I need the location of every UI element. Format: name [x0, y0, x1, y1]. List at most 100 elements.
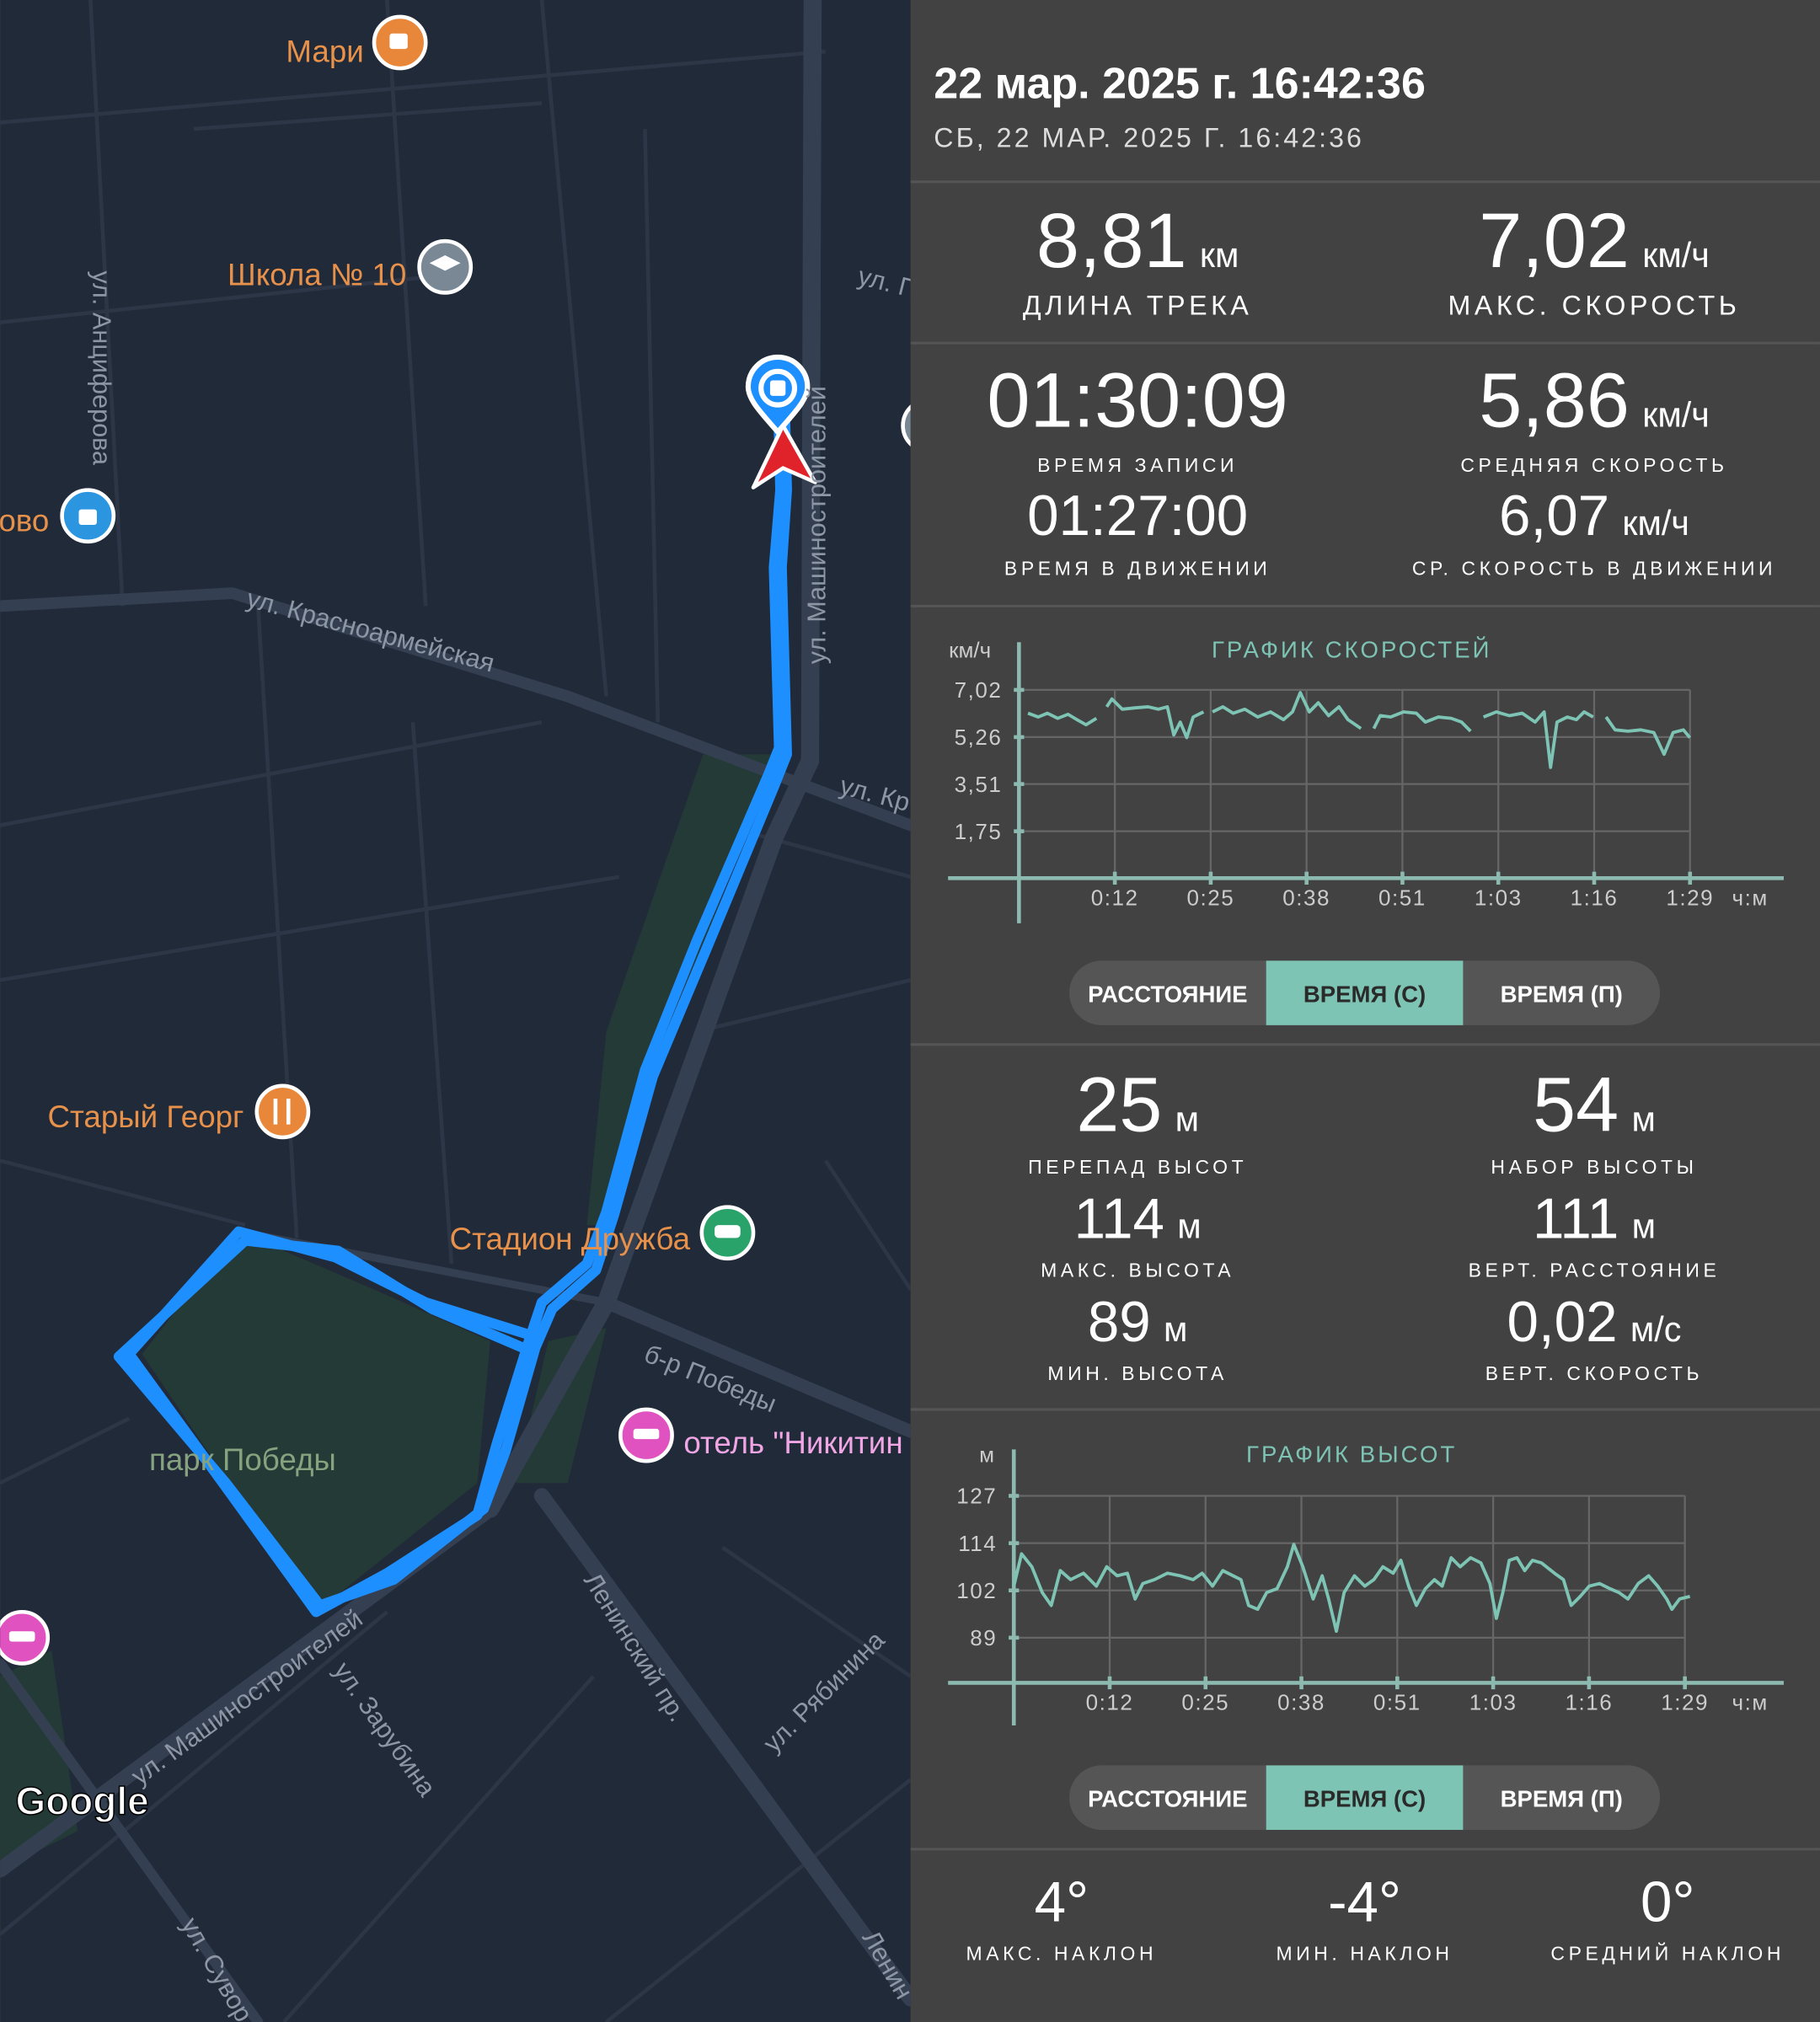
toggle-option[interactable]: ВРЕМЯ (П): [1501, 1785, 1623, 1811]
x-tick-label: 1:03: [1469, 1690, 1518, 1715]
stat-value: 54 м: [1533, 1062, 1656, 1147]
y-tick-label: 1,75: [955, 819, 1003, 844]
unit: м: [1632, 1099, 1656, 1138]
stat-value: 0°: [1641, 1871, 1694, 1934]
y-tick-label: 3,51: [955, 772, 1003, 797]
park: [142, 1231, 490, 1613]
place-label: Старый Георг: [47, 1099, 244, 1134]
value: 89: [1088, 1291, 1151, 1354]
value: 25: [1076, 1062, 1162, 1147]
header-subtitle: СБ, 22 МАР. 2025 Г. 16:42:36: [934, 122, 1364, 152]
x-tick-label: 0:51: [1378, 885, 1427, 910]
attribution: Google: [16, 1779, 149, 1823]
place-label: отель "Никитин: [683, 1426, 902, 1460]
stat-value: 89 м: [1088, 1291, 1188, 1354]
value: 5,86: [1479, 358, 1630, 444]
stat-label: МАКС. ВЫСОТА: [1041, 1259, 1234, 1281]
unit: м: [1177, 1206, 1201, 1245]
x-tick-label: 0:25: [1181, 1690, 1229, 1715]
toggle-option[interactable]: РАССТОЯНИЕ: [1088, 981, 1247, 1007]
place-label: Школа № 10: [228, 257, 406, 292]
value: 6,07: [1499, 484, 1609, 548]
x-tick-label: 1:16: [1565, 1690, 1613, 1715]
toggle-option[interactable]: ВРЕМЯ (П): [1501, 981, 1623, 1007]
stat-value: 6,07 км/ч: [1499, 484, 1689, 548]
value: 114: [1074, 1187, 1164, 1250]
park: [0, 1650, 78, 1870]
x-tick-label: 0:38: [1277, 1690, 1325, 1715]
unit: км/ч: [1622, 504, 1689, 543]
x-tick-label: 1:29: [1666, 885, 1714, 910]
value: 8,81: [1036, 198, 1187, 284]
x-tick-label: 0:12: [1086, 1690, 1134, 1715]
x-tick-label: 0:38: [1282, 885, 1330, 910]
stat-value: 0,02 м/с: [1507, 1291, 1682, 1354]
stat-value: 111 м: [1533, 1187, 1656, 1250]
value: 0,02: [1507, 1291, 1618, 1354]
value: 7,02: [1479, 198, 1630, 284]
street-label: ул. Анциферова: [87, 270, 115, 466]
unit: м: [1164, 1310, 1187, 1349]
y-tick-label: 127: [956, 1484, 997, 1509]
stat-label: МИН. НАКЛОН: [1276, 1943, 1453, 1965]
x-tick-label: 0:51: [1373, 1690, 1421, 1715]
value: 111: [1533, 1187, 1619, 1250]
place-label: ово: [0, 504, 49, 538]
toggle-active: [1266, 960, 1464, 1025]
stat-value: 01:27:00: [1027, 484, 1248, 548]
stat-label: СРЕДНЯЯ СКОРОСТЬ: [1460, 454, 1727, 476]
toggle-active: [1266, 1765, 1464, 1830]
x-tick-label: 0:25: [1187, 885, 1235, 910]
map: Мари Школа № 10 ово Старый Георг Стадион…: [0, 0, 911, 2022]
stat-value: 25 м: [1076, 1062, 1199, 1147]
toggle-option[interactable]: ВРЕМЯ (С): [1303, 981, 1426, 1007]
value: 54: [1533, 1062, 1619, 1147]
stat-label: СР. СКОРОСТЬ В ДВИЖЕНИИ: [1412, 558, 1776, 580]
stat-label: ВЕРТ. СКОРОСТЬ: [1485, 1362, 1703, 1384]
y-tick-label: 114: [958, 1531, 997, 1556]
toggle-option[interactable]: РАССТОЯНИЕ: [1088, 1785, 1247, 1811]
x-tick-label: 0:12: [1091, 885, 1139, 910]
stat-value: 7,02 км/ч: [1479, 198, 1710, 284]
x-tick-label: 1:16: [1571, 885, 1619, 910]
stat-label: ПЕРЕПАД ВЫСОТ: [1028, 1156, 1247, 1178]
data-line: [1027, 691, 1692, 769]
unit: км: [1200, 236, 1239, 275]
major-roads: [0, 0, 911, 2022]
stat-value: 5,86 км/ч: [1479, 358, 1710, 444]
y-tick-label: 89: [970, 1625, 997, 1650]
map-background: [0, 0, 911, 2022]
unit: м: [1175, 1099, 1199, 1138]
position-arrow: [751, 423, 817, 489]
stat-value: 114 м: [1074, 1187, 1202, 1250]
y-tick-label: 5,26: [955, 725, 1003, 750]
minor-roads: [0, 0, 911, 2022]
unit: км/ч: [1642, 236, 1709, 275]
unit: м/с: [1630, 1310, 1682, 1349]
stat-value: -4°: [1328, 1871, 1401, 1934]
x-tick-label: 1:29: [1661, 1690, 1709, 1715]
stat-label: ДЛИНА ТРЕКА: [1023, 290, 1253, 320]
x-axis-unit: ч:м: [1732, 1690, 1769, 1715]
x-tick-label: 1:03: [1475, 885, 1523, 910]
stat-value: 8,81 км: [1036, 198, 1239, 284]
x-axis-unit: ч:м: [1732, 885, 1769, 910]
y-tick-label: 7,02: [955, 677, 1003, 703]
toggle-option[interactable]: ВРЕМЯ (С): [1303, 1785, 1426, 1811]
place-label: Стадион Дружба: [450, 1222, 691, 1256]
stat-label: МАКС. НАКЛОН: [966, 1943, 1158, 1965]
chart-title: ГРАФИК ВЫСОТ: [1246, 1442, 1457, 1468]
route: [113, 382, 792, 1618]
street-label: ул. Машиностроителей: [803, 386, 832, 664]
place-label: парк Победы: [149, 1442, 336, 1477]
stat-label: МИН. ВЫСОТА: [1047, 1362, 1227, 1384]
stat-label: ВРЕМЯ В ДВИЖЕНИИ: [1004, 558, 1271, 580]
stat-label: МАКС. СКОРОСТЬ: [1448, 290, 1741, 320]
header-title: 22 мар. 2025 г. 16:42:36: [934, 59, 1426, 108]
stat-label: ВРЕМЯ ЗАПИСИ: [1037, 454, 1238, 476]
poi-glyphs: [8, 33, 741, 1642]
stat-label: ВЕРТ. РАССТОЯНИЕ: [1469, 1259, 1721, 1281]
